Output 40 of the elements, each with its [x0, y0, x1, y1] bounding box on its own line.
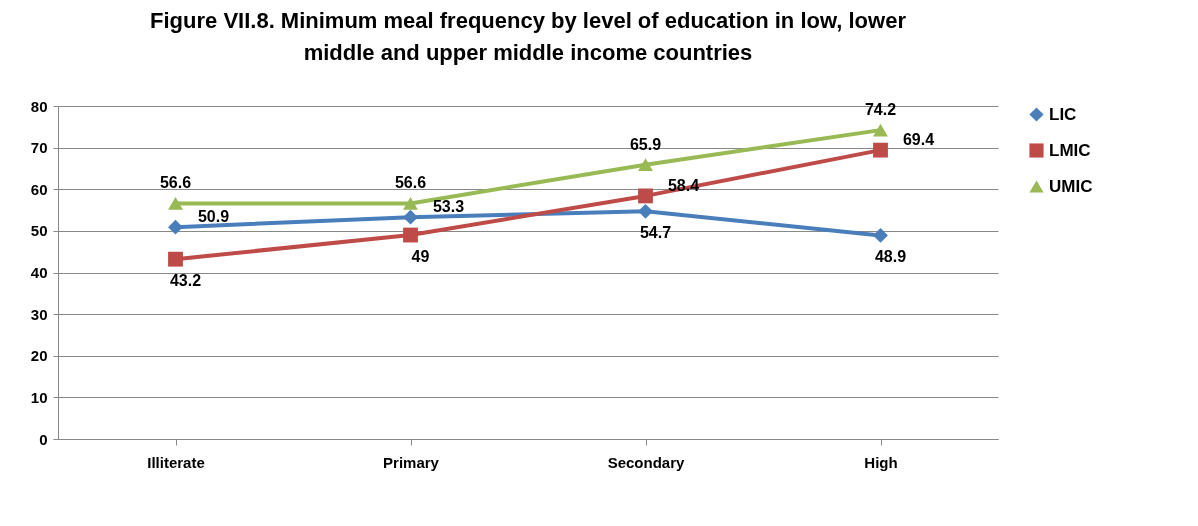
x-tick-label: Illiterate [147, 453, 205, 471]
x-tick-label: Secondary [607, 453, 686, 471]
point [873, 228, 888, 243]
data-label: 69.4 [902, 131, 935, 149]
point [873, 142, 888, 158]
y-tick-label: 10 [30, 388, 48, 406]
point [168, 219, 183, 235]
data-label: 54.7 [639, 224, 672, 242]
y-tick-label: 20 [30, 347, 48, 365]
data-label: 48.9 [874, 248, 907, 266]
y-tick-label: 70 [30, 139, 48, 157]
x-tick-label: High [864, 453, 898, 471]
point [638, 203, 653, 219]
point [638, 158, 653, 172]
y-tick-label: 40 [30, 264, 48, 281]
data-label: 56.6 [394, 174, 427, 192]
point [403, 227, 418, 243]
chart-title: Figure VII.8. Minimum meal frequency by level of education in low, lower middle and upper middle income countries [150, 8, 907, 65]
y-tick-label: 50 [30, 222, 48, 240]
data-label: 74.2 [864, 101, 897, 119]
data-label: 43.2 [169, 272, 202, 290]
data-label: 56.6 [159, 174, 192, 192]
point [168, 196, 183, 210]
legend-label: UMIC [1049, 176, 1093, 196]
data-label: 50.9 [197, 208, 230, 226]
legend-label: LIC [1049, 104, 1077, 124]
data-label: 53.3 [432, 198, 465, 216]
y-tick-label: 30 [30, 305, 48, 323]
y-tick-label: 0 [39, 430, 48, 448]
y-tick-label: 80 [30, 97, 48, 115]
data-label: 65.9 [629, 135, 662, 153]
y-tick-label: 60 [30, 180, 48, 198]
point [873, 123, 888, 137]
point [638, 188, 653, 204]
point [168, 251, 183, 267]
point [403, 209, 418, 225]
data-label: 49 [411, 248, 430, 266]
point [403, 196, 418, 210]
x-tick-label: Primary [383, 453, 440, 471]
legend-label: LMIC [1049, 140, 1091, 160]
